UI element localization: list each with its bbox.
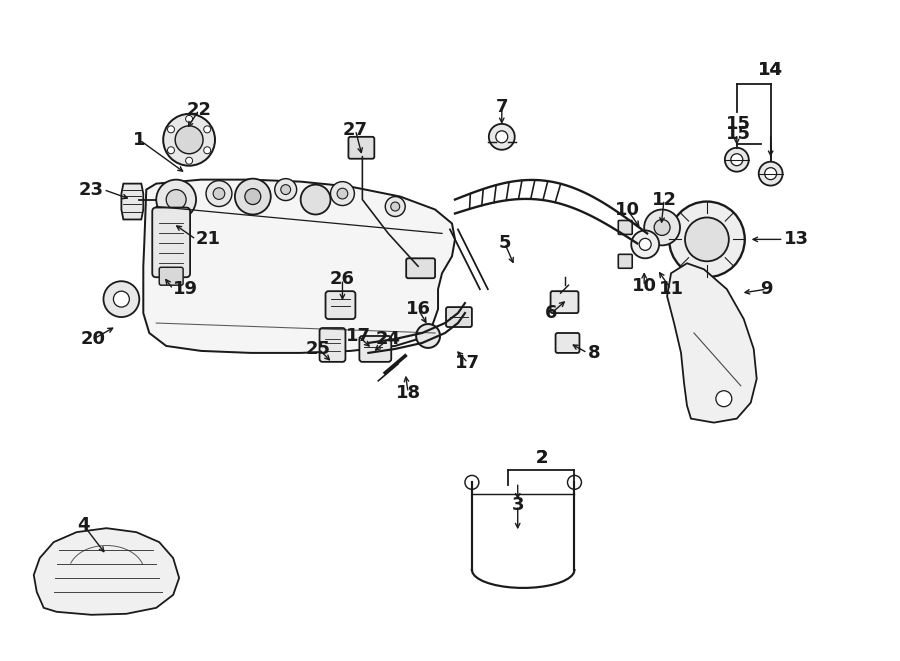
FancyBboxPatch shape — [618, 221, 632, 235]
Circle shape — [167, 147, 175, 154]
Circle shape — [176, 126, 203, 154]
Circle shape — [185, 116, 193, 122]
Circle shape — [113, 291, 130, 307]
Circle shape — [274, 178, 297, 200]
FancyBboxPatch shape — [359, 336, 392, 362]
Circle shape — [731, 154, 742, 166]
Circle shape — [654, 219, 670, 235]
Text: 5: 5 — [499, 235, 511, 253]
Text: 27: 27 — [343, 121, 368, 139]
Text: 14: 14 — [758, 61, 783, 79]
Circle shape — [759, 162, 783, 186]
Polygon shape — [34, 528, 179, 615]
Circle shape — [206, 180, 232, 206]
Circle shape — [281, 184, 291, 194]
Polygon shape — [667, 263, 757, 422]
Circle shape — [724, 148, 749, 172]
Text: 6: 6 — [545, 304, 558, 322]
Circle shape — [330, 182, 355, 206]
Circle shape — [391, 202, 400, 211]
Circle shape — [639, 239, 652, 251]
Text: 13: 13 — [784, 231, 808, 249]
Text: 16: 16 — [406, 300, 430, 318]
Circle shape — [385, 196, 405, 217]
Text: 17: 17 — [346, 327, 371, 345]
Text: 7: 7 — [496, 98, 508, 116]
Circle shape — [163, 114, 215, 166]
Circle shape — [166, 190, 186, 210]
Circle shape — [167, 126, 175, 133]
Text: 2: 2 — [536, 449, 548, 467]
Text: 17: 17 — [455, 354, 481, 372]
Text: 21: 21 — [196, 231, 221, 249]
Text: 23: 23 — [78, 180, 104, 198]
Circle shape — [301, 184, 330, 214]
FancyBboxPatch shape — [555, 333, 580, 353]
Polygon shape — [122, 184, 143, 219]
Circle shape — [685, 217, 729, 261]
FancyBboxPatch shape — [446, 307, 472, 327]
FancyBboxPatch shape — [348, 137, 374, 159]
FancyBboxPatch shape — [360, 337, 386, 357]
Circle shape — [496, 131, 508, 143]
FancyBboxPatch shape — [320, 328, 346, 362]
Text: 10: 10 — [632, 277, 657, 295]
Text: 11: 11 — [659, 280, 684, 298]
Text: 10: 10 — [615, 200, 640, 219]
Text: 24: 24 — [376, 330, 400, 348]
Circle shape — [465, 475, 479, 489]
Circle shape — [489, 124, 515, 150]
Polygon shape — [143, 180, 455, 353]
FancyBboxPatch shape — [159, 267, 183, 285]
Text: 15: 15 — [726, 115, 752, 133]
Text: 8: 8 — [588, 344, 600, 362]
Text: 20: 20 — [81, 330, 106, 348]
Circle shape — [104, 281, 140, 317]
FancyBboxPatch shape — [406, 258, 435, 278]
Text: 15: 15 — [726, 125, 752, 143]
Circle shape — [765, 168, 777, 180]
Text: 12: 12 — [652, 190, 677, 209]
Text: 3: 3 — [511, 496, 524, 514]
Circle shape — [203, 147, 211, 154]
Text: 1: 1 — [133, 131, 146, 149]
Circle shape — [716, 391, 732, 407]
Circle shape — [669, 202, 745, 277]
Circle shape — [416, 324, 440, 348]
Text: 25: 25 — [306, 340, 331, 358]
FancyBboxPatch shape — [618, 254, 632, 268]
Text: 14: 14 — [758, 61, 783, 79]
Text: 2: 2 — [536, 449, 548, 467]
FancyBboxPatch shape — [152, 208, 190, 277]
FancyBboxPatch shape — [551, 291, 579, 313]
Text: 22: 22 — [186, 101, 211, 119]
Circle shape — [338, 188, 347, 199]
Circle shape — [235, 178, 271, 214]
Text: 4: 4 — [77, 516, 90, 534]
FancyBboxPatch shape — [326, 291, 356, 319]
Circle shape — [644, 210, 680, 245]
Text: 26: 26 — [330, 270, 355, 288]
Circle shape — [203, 126, 211, 133]
Circle shape — [157, 180, 196, 219]
Circle shape — [213, 188, 225, 200]
Circle shape — [568, 475, 581, 489]
Circle shape — [185, 157, 193, 164]
Text: 9: 9 — [760, 280, 773, 298]
Text: 19: 19 — [173, 280, 198, 298]
Text: 18: 18 — [396, 384, 420, 402]
Circle shape — [245, 188, 261, 204]
Circle shape — [631, 231, 659, 258]
